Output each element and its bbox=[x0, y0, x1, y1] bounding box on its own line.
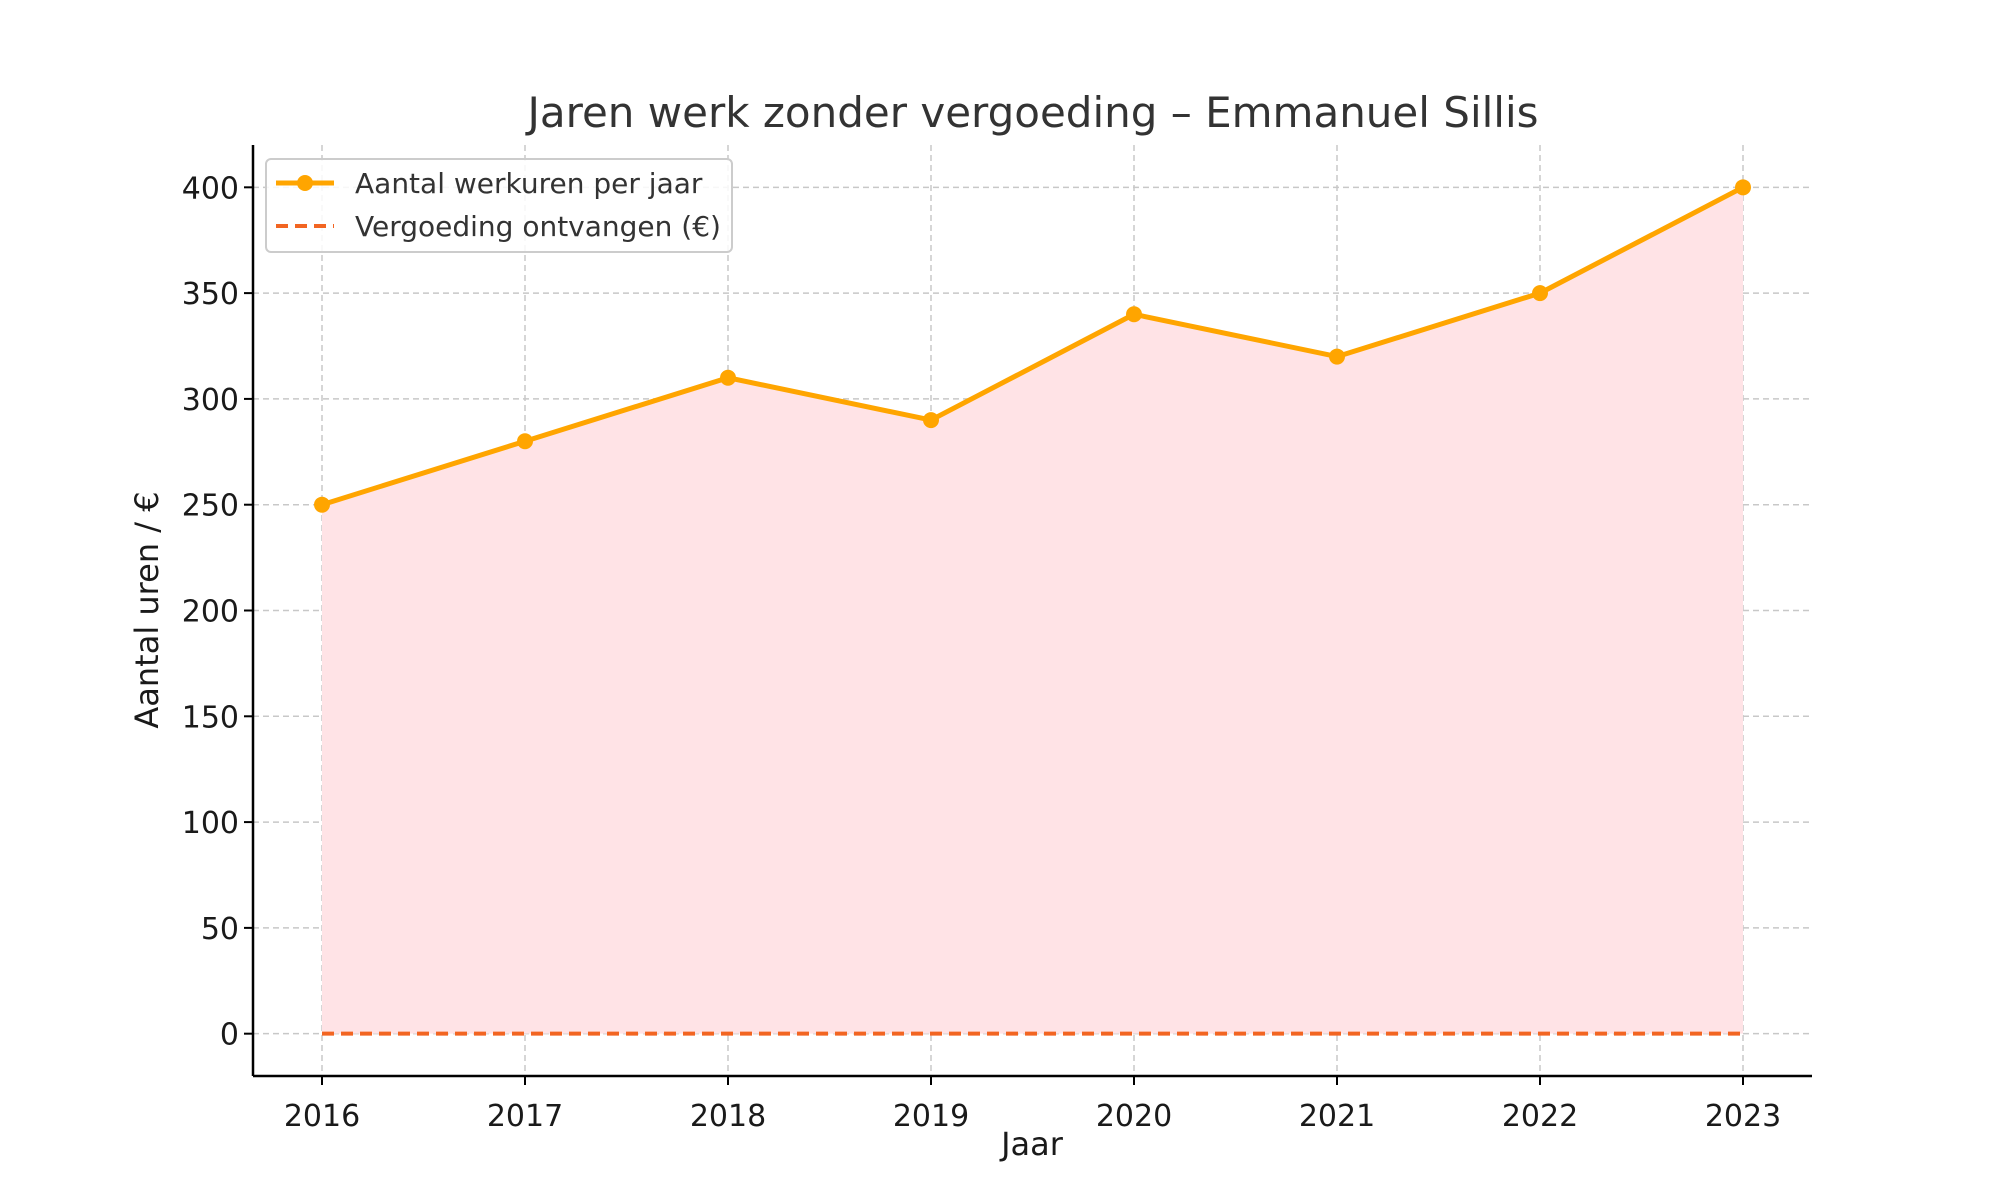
data-point-hours bbox=[1126, 306, 1142, 323]
y-tick-label: 200 bbox=[182, 595, 239, 630]
chart-title: Jaren werk zonder vergoeding – Emmanuel … bbox=[524, 88, 1538, 137]
legend-label-compensation: Vergoeding ontvangen (€) bbox=[355, 210, 721, 243]
y-tick-label: 150 bbox=[182, 700, 239, 735]
legend-box bbox=[265, 158, 733, 253]
y-tick-label: 100 bbox=[182, 806, 239, 841]
y-axis-label: Aantal uren / € bbox=[128, 491, 166, 728]
area-fill-layer bbox=[322, 187, 1743, 1034]
y-axis-ticks: 0 50 100 150 200 250 300 350 400 bbox=[182, 171, 253, 1053]
y-tick-label: 0 bbox=[220, 1018, 239, 1053]
data-point-hours bbox=[1329, 348, 1345, 365]
x-tick-label: 2018 bbox=[690, 1099, 766, 1134]
legend-label-hours: Aantal werkuren per jaar bbox=[355, 167, 703, 200]
y-tick-label: 350 bbox=[182, 277, 239, 312]
y-tick-label: 250 bbox=[182, 489, 239, 524]
series-layer bbox=[314, 179, 1751, 1036]
data-point-hours bbox=[314, 496, 330, 513]
data-point-hours bbox=[517, 433, 533, 450]
series-line-hours bbox=[321, 185, 1745, 508]
x-tick-label: 2017 bbox=[487, 1099, 563, 1134]
legend: Aantal werkuren per jaar Vergoeding ontv… bbox=[265, 158, 733, 253]
y-tick-label: 400 bbox=[182, 171, 239, 206]
data-point-hours bbox=[1532, 285, 1548, 302]
data-point-hours bbox=[1735, 179, 1751, 196]
x-tick-label: 2016 bbox=[284, 1099, 360, 1134]
x-axis-label: Jaar bbox=[999, 1125, 1064, 1163]
hours-area-fill bbox=[322, 187, 1743, 1034]
x-tick-label: 2021 bbox=[1299, 1099, 1375, 1134]
x-axis-ticks: 2016 2017 2018 2019 2020 2021 2022 2023 bbox=[284, 1076, 1781, 1134]
x-tick-label: 2022 bbox=[1502, 1099, 1578, 1134]
y-tick-label: 300 bbox=[182, 383, 239, 418]
x-tick-label: 2023 bbox=[1705, 1099, 1781, 1134]
x-tick-label: 2020 bbox=[1096, 1099, 1172, 1134]
x-tick-label: 2019 bbox=[893, 1099, 969, 1134]
y-tick-label: 50 bbox=[201, 912, 239, 947]
legend-marker-hours bbox=[297, 175, 313, 191]
data-point-hours bbox=[720, 369, 736, 386]
data-point-hours bbox=[923, 412, 939, 429]
